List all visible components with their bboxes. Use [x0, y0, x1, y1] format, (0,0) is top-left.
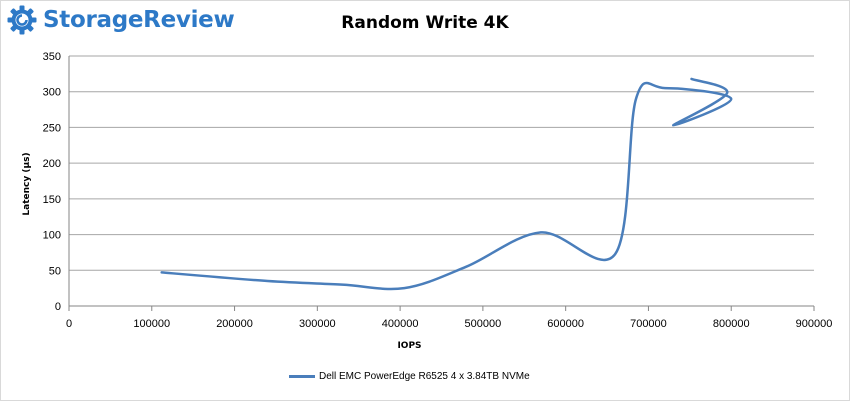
x-axis-title: IOPS	[397, 341, 421, 351]
y-tick-label: 350	[43, 51, 61, 63]
x-tick-label: 900000	[796, 318, 833, 330]
series-line	[160, 77, 733, 291]
x-tick-label: 600000	[547, 318, 584, 330]
legend-label: Dell EMC PowerEdge R6525 4 x 3.84TB NVMe	[319, 371, 530, 382]
y-tick-label: 200	[43, 158, 61, 170]
x-tick-label: 200000	[216, 318, 253, 330]
x-tick-label: 400000	[382, 318, 419, 330]
x-tick-label: 800000	[713, 318, 750, 330]
legend-swatch	[289, 375, 315, 378]
y-tick-label: 250	[43, 122, 61, 134]
y-tick-label: 100	[43, 230, 61, 242]
x-tick-label: 0	[66, 318, 72, 330]
storagereview-gear-icon	[7, 5, 37, 35]
chart-title: Random Write 4K	[341, 13, 509, 33]
y-tick-label: 300	[43, 87, 61, 99]
x-tick-label: 500000	[465, 318, 502, 330]
y-tick-label: 0	[55, 301, 61, 313]
legend: Dell EMC PowerEdge R6525 4 x 3.84TB NVMe	[289, 371, 530, 382]
logo-text: StorageReview	[43, 7, 235, 33]
x-tick-label: 300000	[299, 318, 336, 330]
y-tick-label: 50	[49, 265, 61, 277]
y-tick-label: 150	[43, 194, 61, 206]
y-axis-title: Latency (µs)	[22, 152, 32, 215]
x-tick-label: 100000	[133, 318, 170, 330]
x-tick-label: 700000	[630, 318, 667, 330]
storagereview-logo: StorageReview	[6, 4, 235, 36]
